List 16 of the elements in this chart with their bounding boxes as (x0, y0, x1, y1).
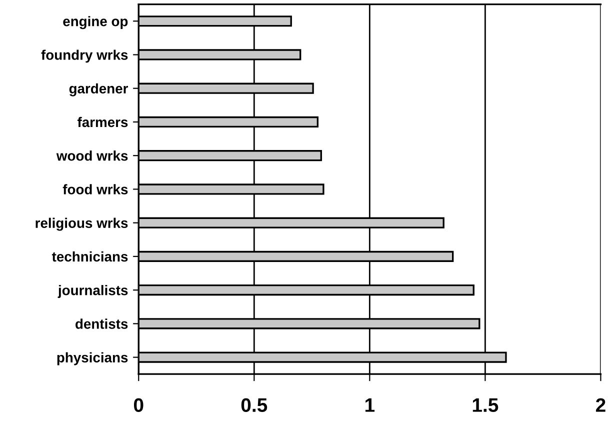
x-tick-label: 1.5 (472, 398, 498, 412)
y-tick-label: technicians (52, 251, 128, 262)
y-tick-label: journalists (58, 285, 128, 298)
y-tick-label: gardener (69, 83, 128, 96)
x-tick-label: 1 (365, 398, 375, 412)
x-tick-label: 2 (596, 398, 606, 412)
y-tick-label: farmers (77, 116, 128, 128)
y-tick-label: physicians (57, 352, 128, 366)
y-tick-label: foundry wrks (41, 50, 128, 63)
y-tick-label: religious wrks (36, 218, 128, 231)
y-tick-label: dentists (76, 318, 128, 329)
y-tick-label: engine op (63, 16, 128, 30)
y-tick-label: wood wrks (56, 150, 128, 161)
x-tick-label: 0 (134, 398, 144, 412)
y-tick-label: food wrks (62, 184, 128, 194)
x-tick-label: 0.5 (241, 398, 268, 412)
